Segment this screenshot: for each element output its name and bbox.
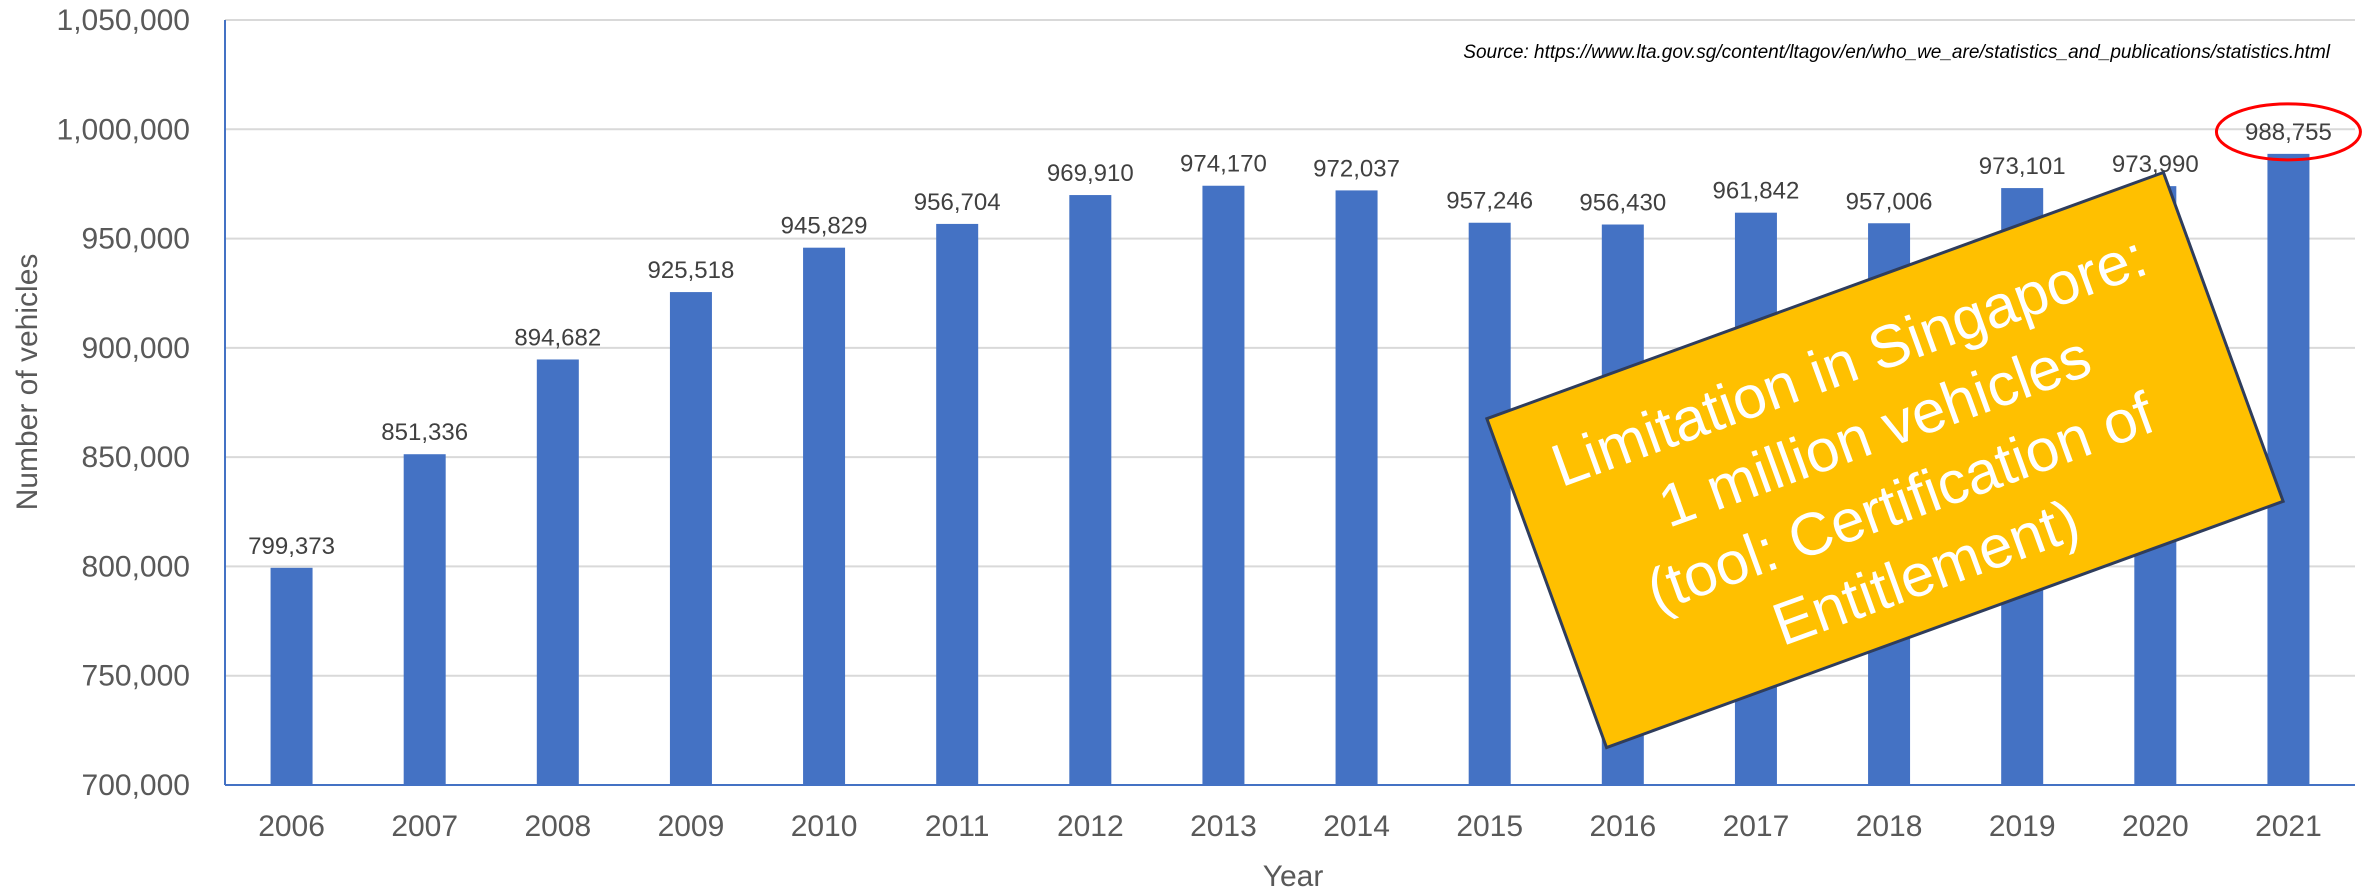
data-label: 973,101 (1979, 153, 2066, 180)
bar-2006 (270, 567, 313, 785)
x-tick-label: 2021 (2255, 810, 2322, 843)
gridlines (225, 19, 2355, 677)
x-tick-label: 2018 (1856, 810, 1923, 843)
data-label: 961,842 (1713, 178, 1800, 205)
data-label: 799,373 (248, 533, 335, 560)
bar-2013 (1202, 185, 1245, 785)
bar-2009 (669, 292, 712, 785)
bar-2008 (536, 359, 579, 785)
y-tick-label: 950,000 (82, 223, 190, 256)
y-tick-label: 1,000,000 (57, 113, 190, 146)
data-label: 988,755 (2245, 119, 2332, 146)
x-tick-label: 2017 (1723, 810, 1790, 843)
y-tick-label: 800,000 (82, 550, 190, 583)
data-label: 956,430 (1579, 190, 1666, 217)
x-tick-label: 2016 (1589, 810, 1656, 843)
x-tick-label: 2013 (1190, 810, 1257, 843)
x-tick-label: 2009 (658, 810, 725, 843)
data-label: 956,704 (914, 189, 1001, 216)
x-tick-label: 2010 (791, 810, 858, 843)
data-label: 969,910 (1047, 160, 1134, 187)
bar-2021 (2267, 153, 2310, 785)
data-label: 973,990 (2112, 151, 2199, 178)
data-label: 945,829 (781, 213, 868, 240)
x-tick-label: 2008 (524, 810, 591, 843)
bar-2012 (1069, 195, 1112, 786)
bar-2011 (936, 223, 979, 785)
bar-2014 (1335, 190, 1378, 785)
bar-2007 (403, 454, 446, 785)
x-tick-label: 2014 (1323, 810, 1390, 843)
data-label: 972,037 (1313, 155, 1400, 182)
data-label: 894,682 (514, 324, 601, 351)
data-label: 925,518 (648, 257, 735, 284)
highlight-circle (2214, 102, 2362, 162)
x-tick-label: 2019 (1989, 810, 2056, 843)
y-tick-label: 1,050,000 (57, 4, 190, 37)
source-note: Source: https://www.lta.gov.sg/content/l… (1463, 42, 2330, 63)
y-tick-label: 850,000 (82, 441, 190, 474)
data-label: 957,006 (1846, 188, 1933, 215)
data-label: 974,170 (1180, 151, 1267, 178)
x-tick-label: 2006 (258, 810, 325, 843)
y-tick-label: 900,000 (82, 332, 190, 365)
x-tick-label: 2020 (2122, 810, 2189, 843)
data-labels: 799,373 851,336 894,682 925,518 945,829 956,7… (248, 119, 2332, 560)
data-label: 957,246 (1446, 188, 1533, 215)
x-tick-label: 2015 (1456, 810, 1523, 843)
callout-background (1484, 170, 2286, 750)
y-tick-label: 750,000 (82, 660, 190, 693)
x-tick-label: 2011 (925, 810, 990, 843)
y-axis-title: Number of vehicles (11, 254, 44, 511)
y-tick-label: 700,000 (82, 769, 190, 802)
axes (224, 20, 2355, 786)
x-tick-label: 2012 (1057, 810, 1124, 843)
x-tick-label: 2007 (391, 810, 458, 843)
data-label: 851,336 (381, 419, 468, 446)
x-tick-labels: 2006 2007 2008 2009 2010 2011 2012 2013 2014 2015… (258, 810, 2322, 843)
bar-2010 (803, 247, 846, 785)
y-tick-labels: 700,000 750,000 800,000 850,000 900,000 950,0… (57, 4, 190, 802)
x-axis-title: Year (1263, 860, 1324, 891)
bar-2015 (1468, 222, 1511, 785)
